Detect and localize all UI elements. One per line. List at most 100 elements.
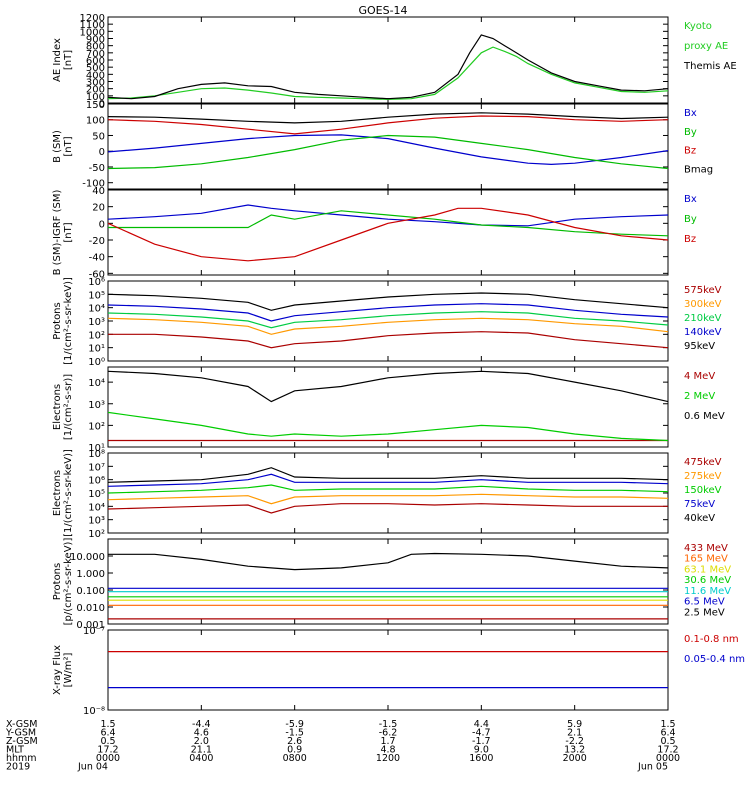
y-tick-label: 200 [86, 85, 105, 96]
y-axis-label: Protons[p/(cm²-s-sr-keV)] [52, 538, 74, 626]
legend-label: 150keV [684, 485, 722, 496]
y-tick-label: 10⁸ [88, 449, 105, 460]
y-tick-label: -100 [82, 179, 105, 190]
legend-label: proxy AE [684, 41, 728, 52]
x-axis-row-value: 13.2 [564, 745, 585, 756]
x-axis-row-value: 21.1 [191, 745, 212, 756]
legend-label: Themis AE [683, 61, 737, 72]
series-line-75kev [108, 473, 668, 487]
series-line-2-5-mev [108, 552, 668, 571]
x-axis-row-value: -1.7 [472, 736, 491, 747]
y-tick-label: 50 [92, 131, 105, 142]
series-group [108, 467, 668, 514]
legend-label: By [684, 127, 697, 138]
y-axis-label: Protons[1/(cm²-s-sr-keV)] [52, 277, 74, 365]
y-tick-label: 10² [88, 330, 105, 341]
series-line-210kev [108, 311, 668, 329]
y-axis-label: AE Index[nT] [52, 38, 74, 82]
x-axis-row-value: 1.5 [100, 719, 115, 730]
y-tick-label: 400 [86, 70, 105, 81]
x-axis-row-value: -6.2 [379, 728, 398, 739]
y-tick-label: 100 [86, 92, 105, 103]
panel-4: 10⁰ 10¹ 10² 10³ 10⁴ 10⁵ 10⁶ Protons[1/(cm²-s-sr… [52, 277, 722, 368]
x-axis-row-label: Z-GSM [6, 736, 38, 747]
y-axis-label: Electrons[1/(cm²-s-sr-keV)] [52, 449, 74, 537]
y-tick-label: 10² [88, 421, 105, 432]
y-axis-label: Electrons[1/(cm²-s-sr)] [52, 374, 74, 440]
legend-label: 140keV [684, 327, 722, 338]
y-tick-label: 10¹ [88, 344, 105, 355]
x-axis-row-value: -1.5 [379, 719, 398, 730]
series-line-95kev [108, 292, 668, 311]
x-axis-row-value: 1200 [376, 753, 400, 764]
x-axis-row-value: -2.2 [565, 736, 584, 747]
legend-label: 433 MeV [684, 543, 728, 554]
y-axis-label-line: [nT] [63, 136, 74, 156]
panel-2: -100 -50 0 50 100 150 B (SM)[nT] Bx By Bz Bmag [52, 100, 713, 190]
x-axis-row-value: 4.4 [474, 719, 489, 730]
y-axis-label-line: Electrons [52, 384, 63, 430]
series-line-bx [108, 204, 668, 227]
x-axis-row-value: 4.6 [194, 728, 209, 739]
y-axis-label-line: [1/(cm²-s-sr-keV)] [63, 277, 74, 365]
y-tick-label: 0 [99, 99, 105, 110]
series-line-575kev [108, 331, 668, 349]
x-axis-row-value: -4.7 [472, 728, 491, 739]
panel-1: 0100200300400500600700800900100011001200… [52, 13, 737, 110]
x-axis-row-value: 2.0 [194, 736, 209, 747]
y-tick-label: 0 [99, 147, 105, 158]
series-group [108, 292, 668, 349]
x-axis-row-value: 0000 [656, 753, 680, 764]
x-axis-row-value: -1.5 [285, 728, 304, 739]
series-line-150kev [108, 484, 668, 494]
panel-3: -60 -40 -20 0 20 40 B (SM)-IGRF (SM)[nT] Bx By Bz [52, 186, 697, 280]
x-axis-row-value: 2000 [563, 753, 587, 764]
y-tick-label: 300 [86, 78, 105, 89]
x-axis-row-value: 2.6 [287, 736, 302, 747]
panel-7: 0.0010.0100.1001.00010.000Protons[p/(cm²… [52, 538, 731, 631]
legend-label: 0.6 MeV [684, 411, 725, 422]
x-axis-row-value: 4.8 [380, 745, 395, 756]
y-tick-label: 10⁵ [88, 489, 105, 500]
series-group [108, 34, 668, 101]
legend-label: 63.1 MeV [684, 564, 731, 575]
y-axis-label-line: [1/(cm²-s-sr-keV)] [63, 449, 74, 537]
y-axis-label: B (SM)[nT] [52, 130, 74, 163]
panel-frame [107, 629, 669, 711]
legend-label: Bmag [684, 164, 713, 175]
y-axis-label-line: [p/(cm²-s-sr-keV)] [63, 538, 74, 626]
x-axis-row-value: Jun 04 [77, 762, 108, 773]
legend-label: 275keV [684, 471, 722, 482]
y-tick-label: 10⁻⁷ [83, 626, 105, 637]
legend-label: 4 MeV [684, 371, 715, 382]
y-tick-label: 10⁴ [88, 378, 105, 389]
y-axis-label-line: AE Index [52, 38, 63, 82]
x-axis-row-value: 5.9 [567, 719, 582, 730]
y-tick-label: 500 [86, 63, 105, 74]
y-tick-label: 10⁻⁸ [83, 706, 105, 717]
series-line-475kev [108, 503, 668, 514]
x-axis-row-value: 2.1 [567, 728, 582, 739]
x-axis-row-value: -4.4 [192, 719, 211, 730]
x-axis-row-label: X-GSM [6, 719, 37, 730]
legend-label: Bx [684, 108, 697, 119]
y-tick-label: 10.000 [70, 552, 105, 563]
x-axis-row-value: 9.0 [474, 745, 489, 756]
y-axis-label-line: X-ray Flux [52, 645, 63, 695]
y-tick-label: 10⁵ [88, 290, 105, 301]
y-tick-label: 10³ [88, 317, 105, 328]
x-axis-row-value: 0400 [189, 753, 213, 764]
y-tick-label: 0.010 [76, 603, 105, 614]
series-line-140kev [108, 303, 668, 322]
legend-label: 6.5 MeV [684, 597, 725, 608]
x-axis-table: X-GSM 1.5 -4.4 -5.9 -1.5 4.4 5.9 1.5Y-GSM 6.4 4.6… [5, 719, 680, 773]
x-axis-row-label: MLT [6, 745, 24, 756]
y-tick-label: 1.000 [76, 569, 105, 580]
panel-frame [107, 280, 669, 362]
y-tick-label: 10⁶ [88, 476, 105, 487]
series-line-40kev [108, 467, 668, 483]
x-axis-row-value: 1600 [469, 753, 493, 764]
legend-label: 575keV [684, 285, 722, 296]
y-axis-label: X-ray Flux[W/m²] [52, 645, 74, 695]
y-axis-label-line: B (SM)-IGRF (SM) [52, 190, 63, 276]
